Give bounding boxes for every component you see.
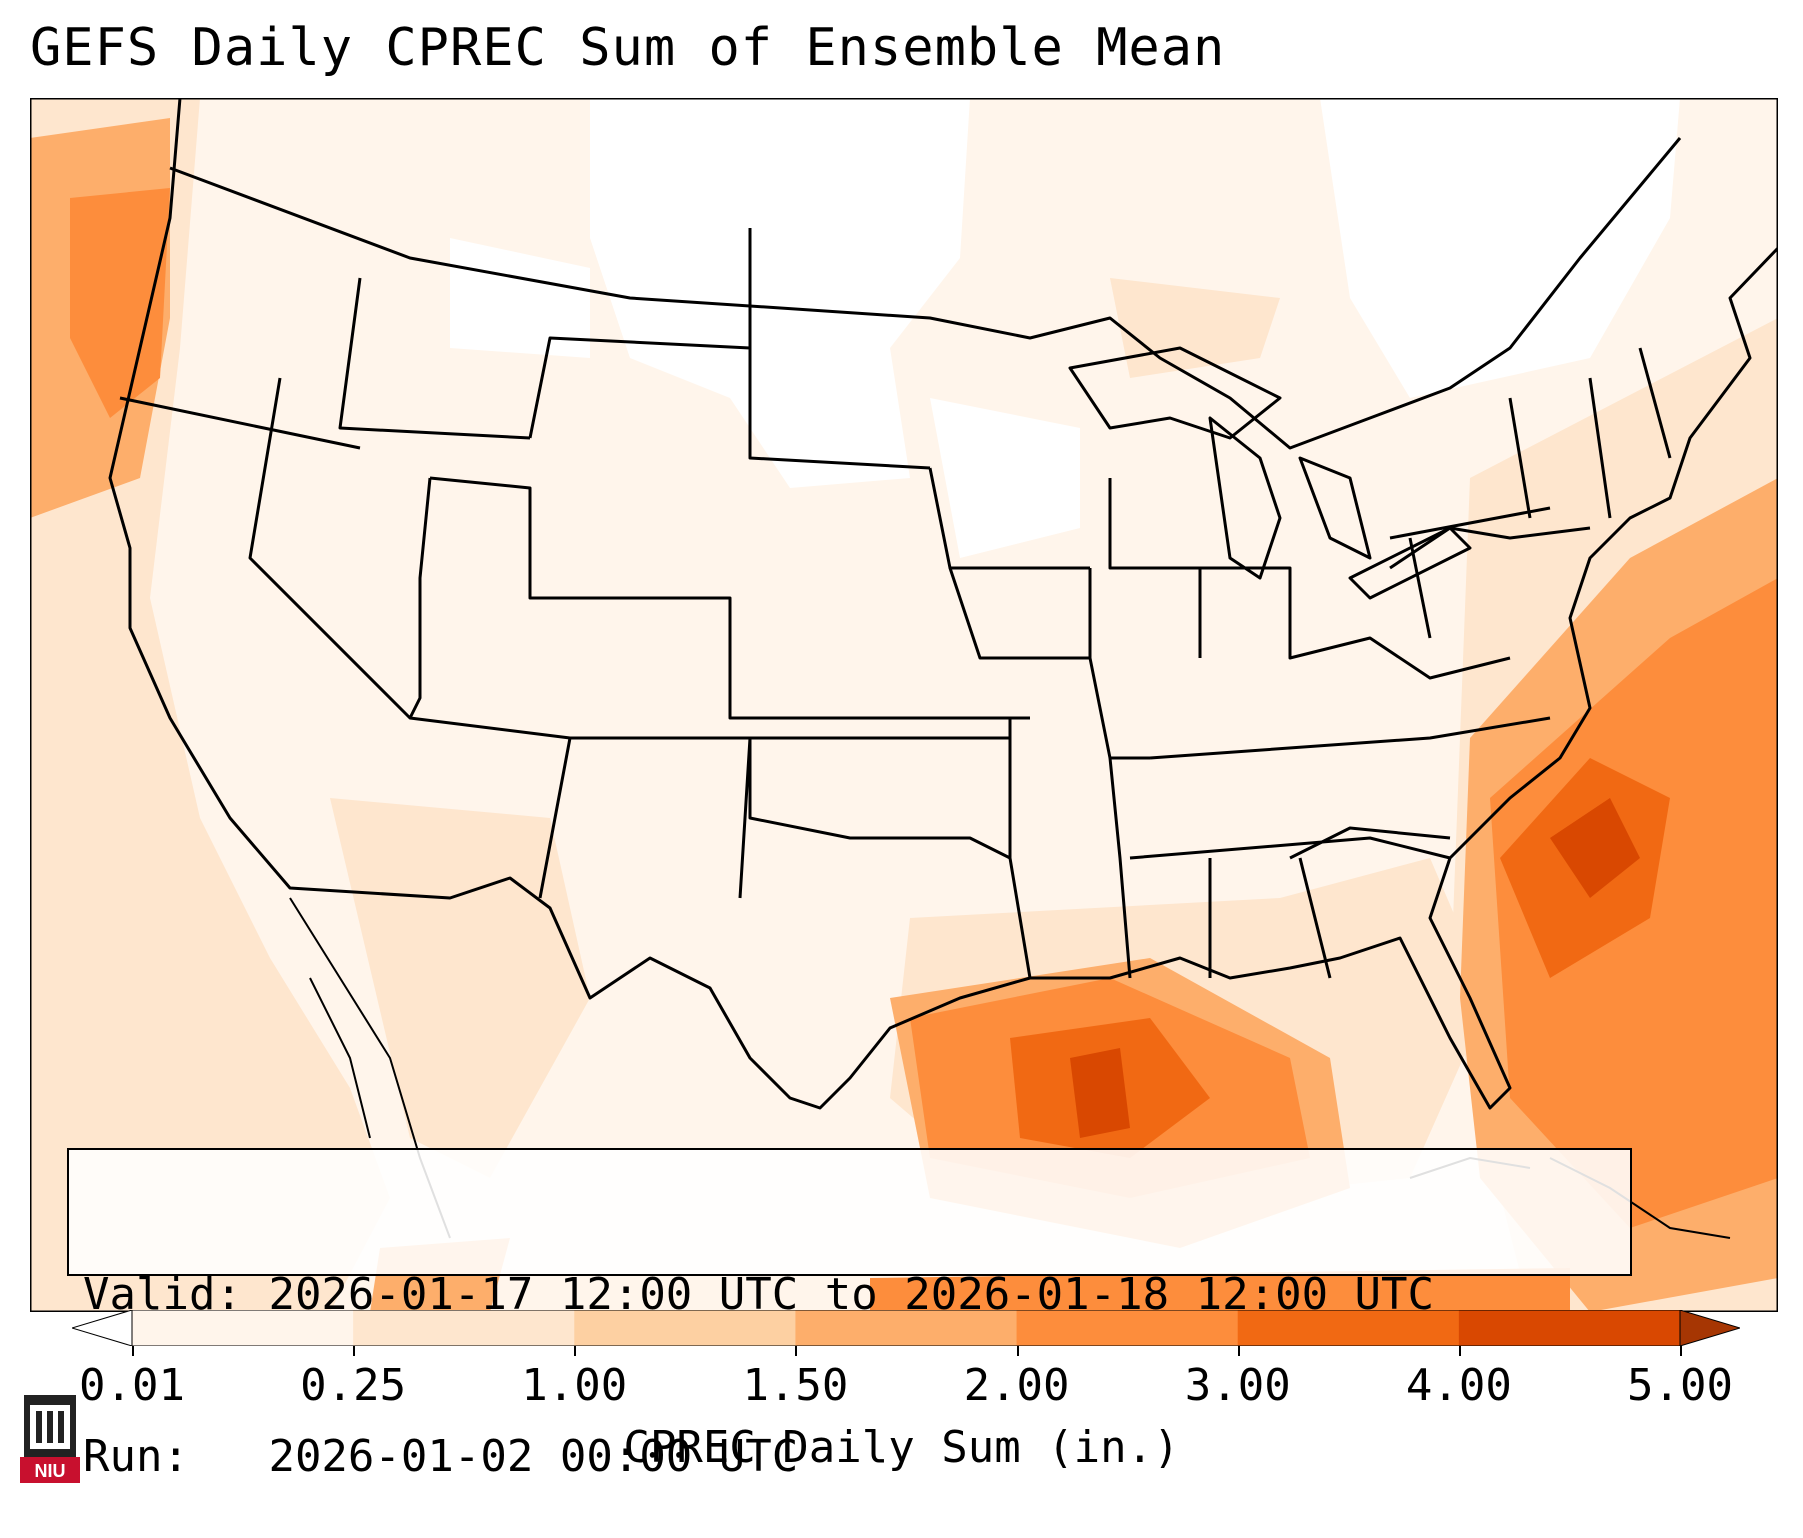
colorbar-tick-mark xyxy=(1458,1346,1461,1356)
colorbar-tick-label: 2.00 xyxy=(963,1360,1070,1411)
colorbar-tick-mark xyxy=(132,1346,134,1356)
colorbar-segment xyxy=(1016,1310,1239,1346)
run-value: 2026-01-02 00:00 UTC xyxy=(268,1431,799,1482)
colorbar-tick-mark xyxy=(795,1346,798,1356)
run-label: Run: xyxy=(83,1431,189,1482)
colorbar-segments xyxy=(72,1310,1740,1346)
colorbar-segment xyxy=(795,1310,1018,1346)
colorbar-tick-mark xyxy=(1016,1346,1019,1356)
precip-extreme-areas xyxy=(1070,798,1640,1138)
colorbar-tick-label: 1.00 xyxy=(521,1360,628,1411)
colorbar-segment xyxy=(132,1310,354,1346)
colorbar-tick-mark xyxy=(353,1346,356,1356)
colorbar-segment xyxy=(1237,1310,1460,1346)
logo-text: NIU xyxy=(35,1461,66,1481)
colorbar-title: CPREC Daily Sum (in.) xyxy=(623,1422,1180,1473)
map-svg xyxy=(30,98,1778,1312)
colorbar-extend-low xyxy=(72,1310,133,1346)
colorbar-tick-label: 3.00 xyxy=(1184,1360,1291,1411)
colorbar-tick-label: 0.25 xyxy=(300,1360,407,1411)
colorbar-segment xyxy=(1458,1310,1681,1346)
colorbar-segment xyxy=(574,1310,796,1346)
colorbar-tick-mark xyxy=(1680,1346,1682,1356)
colorbar-tick-label: 4.00 xyxy=(1405,1360,1512,1411)
valid-run-info-box: Valid: 2026-01-17 12:00 UTC to 2026-01-1… xyxy=(67,1148,1632,1482)
chart-title: GEFS Daily CPREC Sum of Ensemble Mean xyxy=(30,18,1226,78)
niu-logo: NIU xyxy=(20,1395,80,1483)
state-boundaries xyxy=(108,98,1778,1110)
colorbar-tick-label: 1.50 xyxy=(742,1360,849,1411)
run-line: Run: 2026-01-02 00:00 UTC xyxy=(83,1430,1616,1484)
precip-zero-areas xyxy=(450,98,1680,558)
colorbar xyxy=(72,1310,1740,1346)
colorbar-segment xyxy=(353,1310,575,1346)
colorbar-tick-label: 5.00 xyxy=(1627,1360,1733,1411)
colorbar-outline xyxy=(131,1310,1681,1346)
colorbar-tick-mark xyxy=(574,1346,577,1356)
colorbar-extend-high xyxy=(1679,1310,1740,1346)
map-panel xyxy=(30,98,1778,1312)
colorbar-tick-mark xyxy=(1237,1346,1240,1356)
colorbar-tick-label: 0.01 xyxy=(79,1360,185,1411)
